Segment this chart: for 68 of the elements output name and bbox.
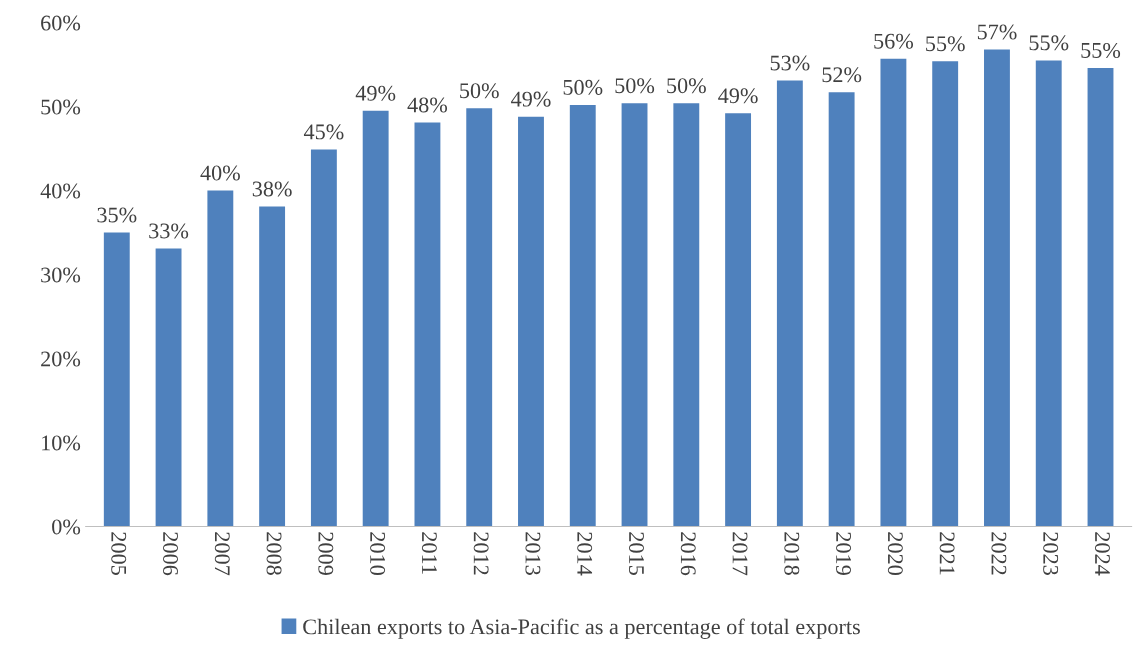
x-tick-label: 2018	[784, 532, 800, 575]
x-tick-label: 2021	[939, 532, 955, 575]
bar	[621, 103, 648, 527]
data-label: 55%	[926, 36, 965, 52]
bar	[207, 190, 234, 527]
data-label: 49%	[355, 85, 396, 101]
data-label: 40%	[200, 165, 240, 181]
data-label: 49%	[511, 91, 551, 107]
data-label: 56%	[874, 33, 914, 49]
bar	[725, 113, 752, 527]
data-label: 45%	[303, 124, 344, 140]
x-tick-label: 2010	[370, 532, 386, 575]
bar	[673, 103, 700, 527]
data-label: 53%	[770, 55, 810, 71]
bar	[1087, 67, 1114, 527]
data-label: 52%	[822, 67, 862, 83]
bar	[1035, 60, 1062, 527]
bar	[776, 80, 803, 527]
x-tick-label: 2023	[1043, 532, 1059, 575]
x-tick-label: 2011	[421, 532, 437, 574]
bar	[259, 206, 286, 527]
bar	[155, 248, 182, 527]
data-label: 50%	[563, 79, 603, 95]
y-tick-label: 20%	[41, 351, 81, 367]
data-label: 38%	[252, 181, 292, 197]
data-label: 55%	[1029, 35, 1069, 51]
x-tick-label: 2009	[318, 532, 334, 575]
legend-label: Chilean exports to Asia-Pacific as a percentage of total exports	[303, 618, 860, 639]
data-label: 50%	[667, 78, 706, 94]
data-label: 57%	[977, 24, 1017, 40]
data-label: 50%	[615, 78, 655, 94]
y-tick-label: 10%	[42, 435, 81, 451]
bar	[518, 116, 544, 527]
x-tick-label: 2012	[473, 532, 489, 575]
data-label: 50%	[460, 83, 499, 99]
data-label: 49%	[718, 88, 758, 104]
y-tick-label: 60%	[41, 15, 81, 31]
x-tick-label: 2022	[991, 532, 1007, 575]
x-tick-label: 2024	[1094, 532, 1110, 576]
x-tick-label: 2006	[163, 532, 178, 576]
bar	[466, 108, 493, 527]
bar	[414, 122, 441, 527]
y-tick-label: 30%	[41, 267, 81, 283]
bar	[103, 232, 130, 527]
x-tick-label: 2007	[214, 532, 230, 576]
x-tick-label: 2017	[732, 532, 748, 576]
bar	[569, 104, 596, 527]
x-tick-label: 2020	[887, 532, 903, 575]
x-tick-label: 2013	[525, 532, 541, 575]
bar	[362, 110, 389, 527]
x-tick-label: 2019	[836, 532, 852, 575]
bar	[880, 58, 907, 527]
bar	[310, 149, 337, 527]
data-label: 55%	[1081, 42, 1121, 58]
bar	[984, 49, 1010, 527]
y-tick-label: 50%	[41, 99, 81, 115]
x-tick-label: 2015	[628, 532, 644, 575]
data-label: 33%	[149, 223, 189, 239]
x-tick-label: 2014	[577, 532, 593, 576]
x-tick-label: 2005	[111, 532, 127, 575]
bar	[828, 92, 855, 527]
bar	[932, 61, 959, 527]
y-tick-label: 40%	[40, 183, 81, 199]
x-tick-label: 2016	[680, 532, 696, 576]
y-tick-label: 0%	[52, 519, 81, 535]
data-label: 48%	[407, 97, 448, 113]
x-tick-label: 2008	[266, 532, 282, 575]
data-label: 35%	[97, 207, 137, 223]
